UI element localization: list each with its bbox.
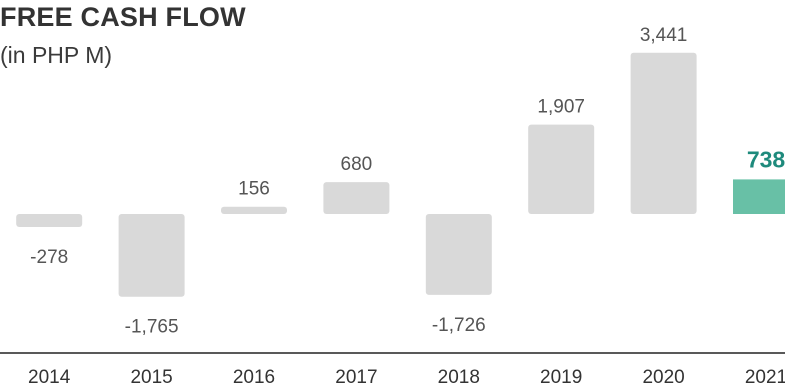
data-label-2021: 738 [747,146,785,172]
chart-title: FREE CASH FLOW [0,2,246,32]
data-label-2019: 1,907 [537,97,585,118]
x-tick-label-2016: 2016 [233,367,275,385]
data-label-2016: 156 [238,179,270,200]
bar-2021 [733,179,785,214]
data-label-2018: -1,726 [432,315,486,336]
x-tick-label-2021: 2021 [745,367,785,385]
bar-2019 [528,124,595,214]
chart-subtitle: (in PHP M) [0,42,113,68]
bar-2018 [425,214,492,295]
bar-2014 [16,214,83,227]
x-tick-label-2015: 2015 [130,367,172,385]
x-tick-label-2018: 2018 [438,367,480,385]
data-label-2015: -1,765 [125,317,179,338]
x-tick-label-2014: 2014 [28,367,71,385]
x-tick-label-2020: 2020 [642,367,684,385]
bar-2015 [118,214,185,297]
bar-2017 [323,182,390,214]
x-tick-label-2017: 2017 [335,367,377,385]
data-label-2017: 680 [341,154,373,175]
bar-2020 [630,52,697,214]
bar-2016 [221,206,287,214]
x-tick-label-2019: 2019 [540,367,582,385]
data-label-2020: 3,441 [640,25,688,46]
data-label-2014: -278 [30,247,68,268]
